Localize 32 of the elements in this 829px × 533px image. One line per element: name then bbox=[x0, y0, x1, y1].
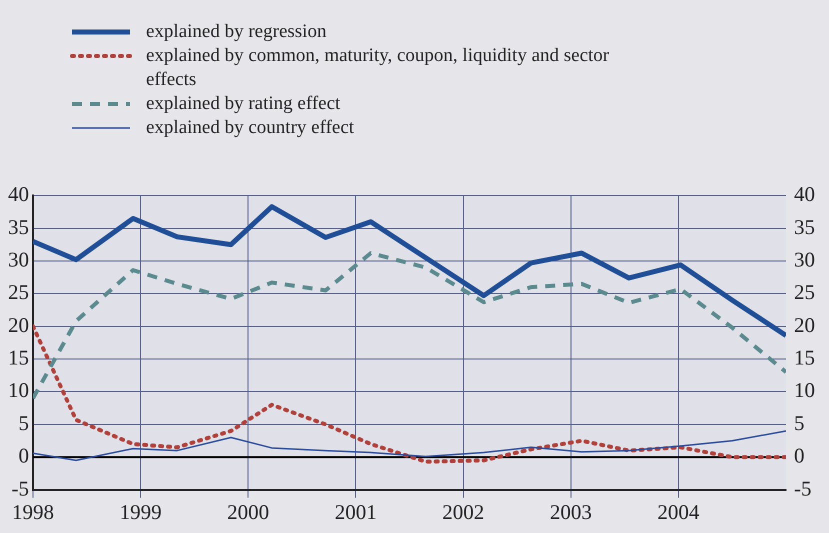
y2-tick-label: 20 bbox=[794, 312, 815, 337]
y-tick-label: 35 bbox=[8, 214, 29, 239]
y2-tick-label: 10 bbox=[794, 378, 815, 402]
legend-label: explained by regression bbox=[146, 20, 326, 44]
line-series bbox=[33, 324, 786, 464]
y-tick-label: 25 bbox=[8, 280, 29, 304]
y2-tick-label: 25 bbox=[794, 280, 815, 304]
y-tick-label: -5 bbox=[12, 476, 29, 500]
y2-tick-label: 35 bbox=[794, 214, 815, 239]
y2-tick-label: 30 bbox=[794, 247, 815, 272]
x-tick-label: 1998 bbox=[12, 500, 54, 524]
y-tick-label: 0 bbox=[18, 444, 29, 468]
y-tick-label: 15 bbox=[8, 346, 29, 370]
y2-tick-label: 0 bbox=[794, 444, 804, 468]
y2-tick-label: 40 bbox=[794, 182, 815, 206]
legend-label: explained by country effect bbox=[146, 116, 354, 140]
y-tick-label: 5 bbox=[18, 410, 29, 435]
y2-tick-label: -5 bbox=[794, 476, 812, 500]
x-tick-label: 2004 bbox=[657, 500, 700, 524]
y2-tick-label: 5 bbox=[794, 410, 804, 435]
x-tick-label: 2000 bbox=[227, 500, 270, 524]
y-tick-label: 10 bbox=[8, 378, 29, 402]
y-tick-label: 20 bbox=[8, 312, 29, 337]
x-tick-label: 2002 bbox=[442, 500, 484, 524]
x-tick-label: 2001 bbox=[334, 500, 377, 524]
x-tick-label: 2003 bbox=[550, 500, 592, 524]
y-tick-label: 30 bbox=[8, 247, 29, 272]
y-tick-label: 40 bbox=[8, 182, 29, 206]
x-tick-label: 1999 bbox=[120, 500, 162, 524]
y2-tick-label: 15 bbox=[794, 346, 815, 370]
legend-label: explained by rating effect bbox=[146, 92, 340, 116]
line-series bbox=[33, 251, 786, 400]
